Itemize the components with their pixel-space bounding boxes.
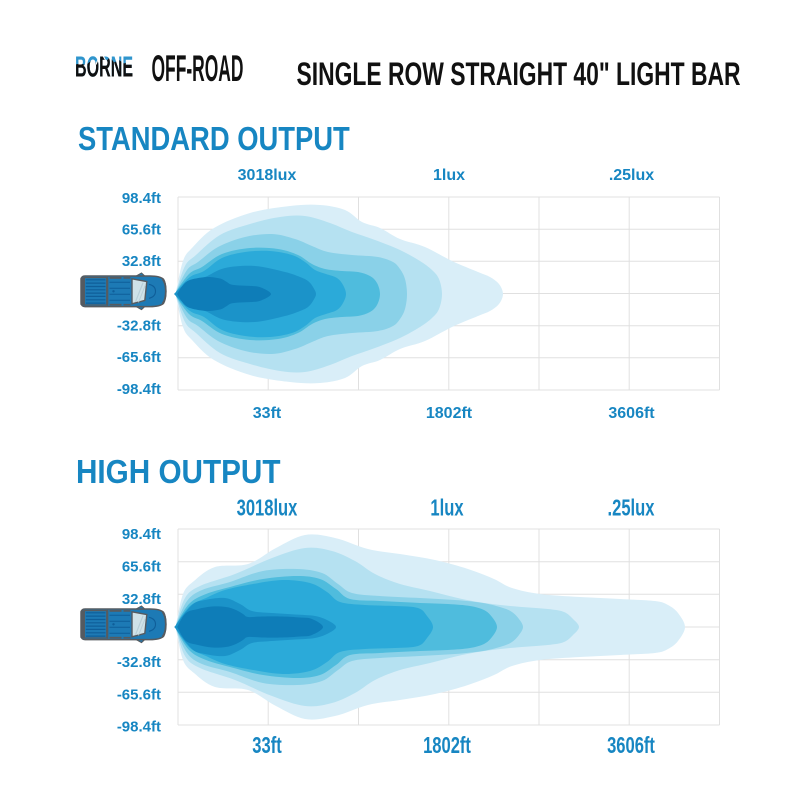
svg-text:3018lux: 3018lux — [237, 496, 298, 521]
svg-text:SINGLE ROW STRAIGHT 40" LIGHT: SINGLE ROW STRAIGHT 40" LIGHT BAR — [296, 56, 740, 92]
svg-text:65.6ft: 65.6ft — [122, 559, 161, 576]
svg-text:98.4ft: 98.4ft — [122, 526, 161, 543]
svg-text:HIGH OUTPUT: HIGH OUTPUT — [76, 454, 280, 491]
svg-text:33ft: 33ft — [253, 405, 282, 422]
svg-text:1lux: 1lux — [433, 167, 465, 184]
svg-text:3606ft: 3606ft — [607, 733, 655, 758]
svg-text:65.6ft: 65.6ft — [122, 222, 161, 239]
svg-text:3018lux: 3018lux — [238, 167, 297, 184]
svg-text:-98.4ft: -98.4ft — [117, 719, 161, 736]
svg-text:1802ft: 1802ft — [423, 733, 471, 758]
svg-text:-65.6ft: -65.6ft — [117, 687, 161, 704]
svg-text:32.8ft: 32.8ft — [122, 253, 161, 270]
svg-text:-32.8ft: -32.8ft — [117, 318, 161, 335]
svg-text:3606ft: 3606ft — [608, 405, 655, 422]
svg-text:1lux: 1lux — [430, 496, 463, 521]
svg-text:-98.4ft: -98.4ft — [117, 381, 161, 398]
svg-text:STANDARD OUTPUT: STANDARD OUTPUT — [78, 122, 350, 158]
svg-text:OFF-ROAD: OFF-ROAD — [152, 49, 244, 90]
svg-text:.25lux: .25lux — [609, 167, 654, 184]
svg-text:98.4ft: 98.4ft — [122, 190, 161, 207]
svg-text:33ft: 33ft — [252, 733, 282, 758]
svg-text:32.8ft: 32.8ft — [122, 591, 161, 608]
svg-text:-65.6ft: -65.6ft — [117, 349, 161, 366]
svg-text:1802ft: 1802ft — [426, 405, 473, 422]
svg-text:.25lux: .25lux — [608, 496, 655, 521]
svg-text:-32.8ft: -32.8ft — [117, 654, 161, 671]
